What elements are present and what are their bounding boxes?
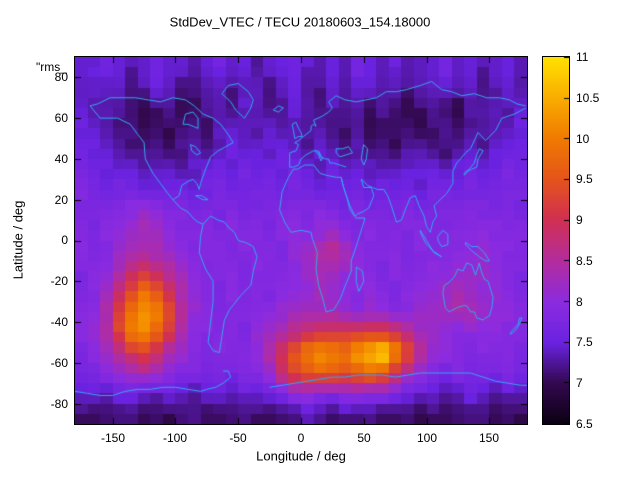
colorbar-tick-label: 6.5 [576, 417, 593, 431]
y-tick-label: -60 [50, 356, 68, 370]
y-axis-title: Latitude / deg [10, 200, 26, 280]
x-axis-title: Longitude / deg [256, 448, 346, 464]
x-tick-label: -100 [162, 431, 188, 445]
colorbar-tick-label: 9.5 [576, 172, 593, 186]
colorbar-tick-label: 10.5 [576, 91, 600, 105]
y-tick-label: 20 [54, 193, 68, 207]
x-tick-label: 100 [416, 431, 438, 445]
plot-area [74, 56, 528, 425]
corner-label: "rms_ [36, 60, 67, 74]
colorbar-canvas [543, 57, 569, 424]
y-tick-label: -80 [50, 397, 68, 411]
colorbar-tick-label: 9 [576, 213, 583, 227]
x-tick-label: 150 [478, 431, 500, 445]
colorbar-tick-label: 11 [576, 50, 589, 64]
x-tick-label: -150 [100, 431, 126, 445]
colorbar-tick-label: 8.5 [576, 254, 593, 268]
x-tick-label: 50 [357, 431, 371, 445]
y-tick-label: 60 [54, 111, 68, 125]
colorbar-tick-label: 7 [576, 376, 583, 390]
y-tick-label: -40 [50, 315, 68, 329]
colorbar-tick-label: 7.5 [576, 335, 593, 349]
chart-title: StdDev_VTEC / TECU 20180603_154.18000 [169, 14, 431, 30]
y-tick-label: -20 [50, 274, 68, 288]
y-tick-label: 0 [61, 233, 68, 247]
heatmap-canvas [75, 57, 527, 424]
x-tick-label: 0 [297, 431, 305, 445]
colorbar-tick-label: 10 [576, 132, 590, 146]
y-tick-label: 40 [54, 152, 68, 166]
y-tick-label: 80 [54, 70, 68, 84]
colorbar-tick-label: 8 [576, 295, 583, 309]
x-tick-label: -50 [229, 431, 247, 445]
colorbar [542, 56, 570, 425]
